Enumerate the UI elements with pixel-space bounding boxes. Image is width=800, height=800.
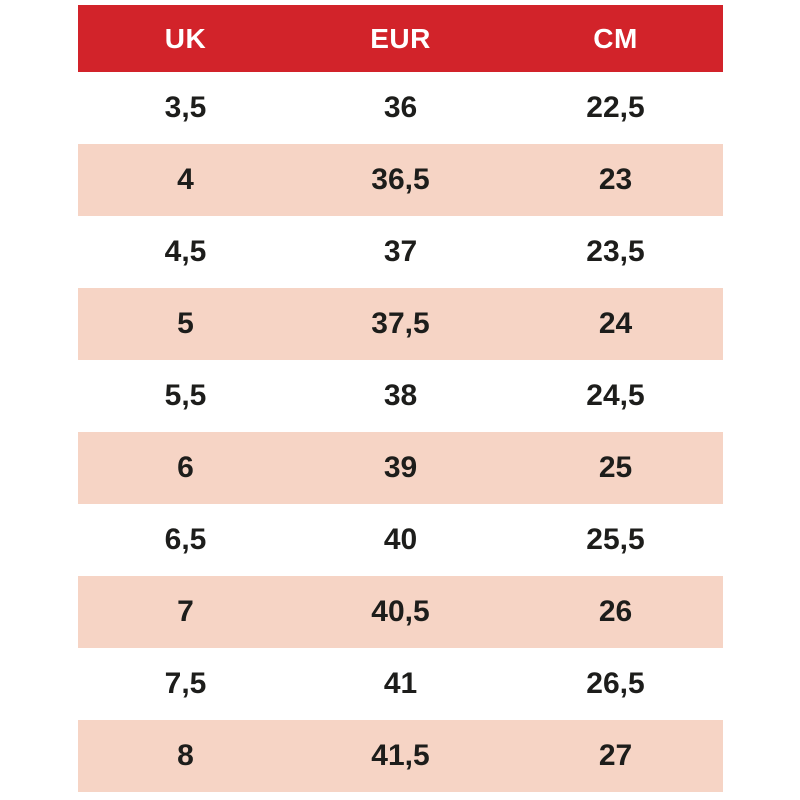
table-cell: 38 (383, 379, 418, 412)
table-row: 3,5 36 22,5 (78, 72, 723, 144)
size-conversion-table: UK EUR CM 3,5 36 22,5 4 36,5 23 4,5 37 23,5 5 37,5… (78, 5, 723, 792)
table-row: 8 41,5 27 (78, 720, 723, 792)
table-header-row: UK EUR CM (78, 5, 723, 72)
table-cell: 41,5 (371, 739, 430, 772)
table-row: 5,5 38 24,5 (78, 360, 723, 432)
table-cell: 4,5 (164, 235, 207, 268)
table-cell: 37,5 (371, 307, 430, 340)
table-cell: 40,5 (371, 595, 430, 628)
column-header-eur: EUR (370, 22, 431, 54)
table-cell: 24 (598, 307, 633, 340)
table-cell: 6 (177, 451, 194, 484)
column-header-cm: CM (593, 22, 638, 54)
table-cell: 37 (383, 235, 418, 268)
table-row: 6,5 40 25,5 (78, 504, 723, 576)
table-cell: 26 (598, 595, 633, 628)
table-cell: 3,5 (164, 91, 207, 124)
table-cell: 23 (598, 163, 633, 196)
table-cell: 26,5 (586, 667, 645, 700)
table-cell: 23,5 (586, 235, 645, 268)
table-body: 3,5 36 22,5 4 36,5 23 4,5 37 23,5 5 37,5 24 5,5 38 24,… (78, 72, 723, 792)
table-cell: 36 (383, 91, 418, 124)
table-row: 4,5 37 23,5 (78, 216, 723, 288)
table-cell: 25 (598, 451, 633, 484)
table-cell: 39 (383, 451, 418, 484)
table-cell: 6,5 (164, 523, 207, 556)
table-cell: 4 (177, 163, 194, 196)
table-cell: 40 (383, 523, 418, 556)
table-cell: 5 (177, 307, 194, 340)
table-row: 4 36,5 23 (78, 144, 723, 216)
column-header-uk: UK (164, 22, 207, 54)
table-cell: 24,5 (586, 379, 645, 412)
table-cell: 27 (598, 739, 633, 772)
table-row: 5 37,5 24 (78, 288, 723, 360)
table-cell: 25,5 (586, 523, 645, 556)
table-row: 6 39 25 (78, 432, 723, 504)
table-cell: 7 (177, 595, 194, 628)
table-cell: 8 (177, 739, 194, 772)
table-cell: 36,5 (371, 163, 430, 196)
table-cell: 22,5 (586, 91, 645, 124)
table-cell: 5,5 (164, 379, 207, 412)
table-row: 7,5 41 26,5 (78, 648, 723, 720)
table-cell: 41 (383, 667, 418, 700)
table-row: 7 40,5 26 (78, 576, 723, 648)
table-cell: 7,5 (164, 667, 207, 700)
